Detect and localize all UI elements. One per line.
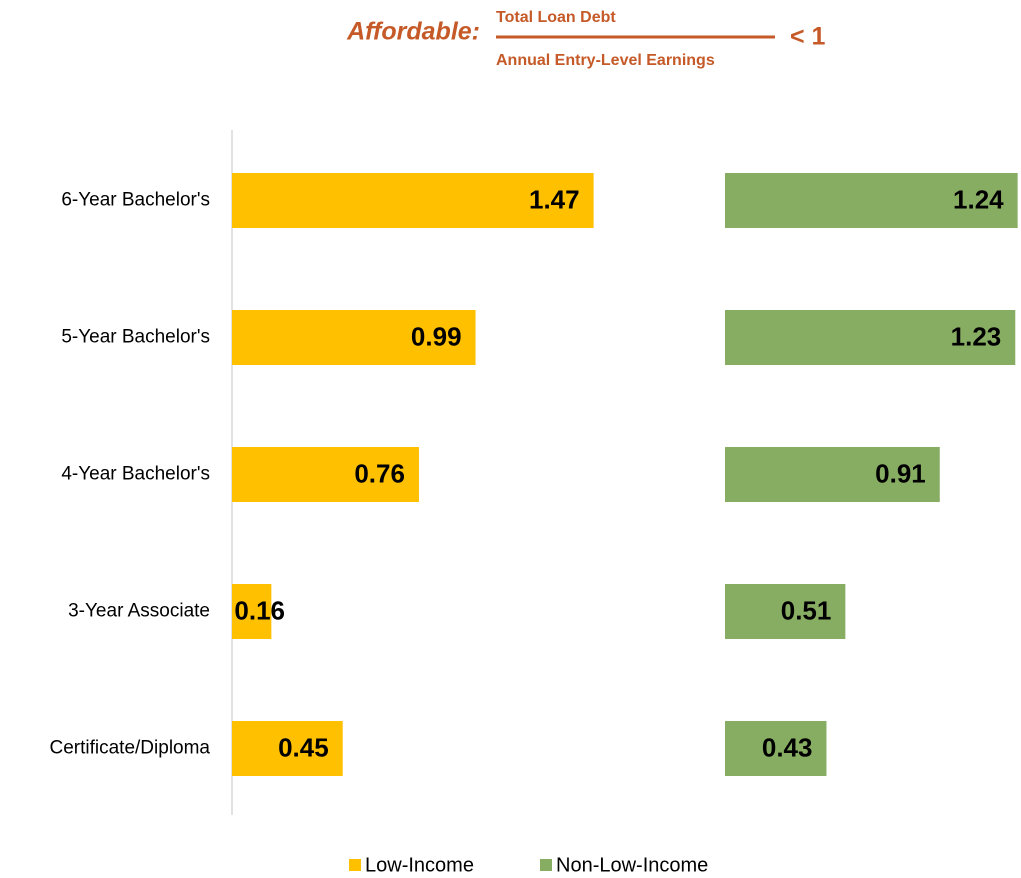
threshold: < 1 [790, 23, 826, 51]
value-label: 0.51 [781, 595, 832, 625]
category-label: 3-Year Associate [68, 601, 210, 622]
denominator: Annual Entry-Level Earnings [496, 52, 715, 69]
category-label: Certificate/Diploma [50, 738, 211, 759]
value-label: 1.47 [529, 184, 580, 214]
legend-label: Non-Low-Income [556, 854, 708, 876]
value-label: 0.43 [762, 732, 813, 762]
bar [725, 721, 827, 776]
numerator: Total Loan Debt [496, 9, 616, 26]
category-label: 5-Year Bachelor's [61, 327, 210, 348]
bar [725, 584, 846, 639]
value-label: 0.99 [411, 321, 462, 351]
value-label: 1.23 [951, 321, 1002, 351]
legend-label: Low-Income [365, 854, 474, 876]
bar [232, 721, 343, 776]
bar [232, 173, 594, 228]
bar [725, 310, 1016, 365]
value-label: 0.76 [354, 458, 405, 488]
value-label: 1.24 [953, 184, 1004, 214]
bar [232, 584, 272, 639]
bar [725, 173, 1018, 228]
legend-swatch [540, 859, 552, 871]
value-label: 0.45 [278, 732, 329, 762]
bar [232, 447, 419, 502]
bar [232, 310, 476, 365]
bar [725, 447, 940, 502]
value-label: 0.16 [234, 595, 285, 625]
value-label: 0.91 [875, 458, 926, 488]
chart-title: Affordable: [346, 18, 480, 46]
category-label: 4-Year Bachelor's [61, 464, 210, 485]
category-label: 6-Year Bachelor's [61, 190, 210, 211]
legend-swatch [349, 859, 361, 871]
